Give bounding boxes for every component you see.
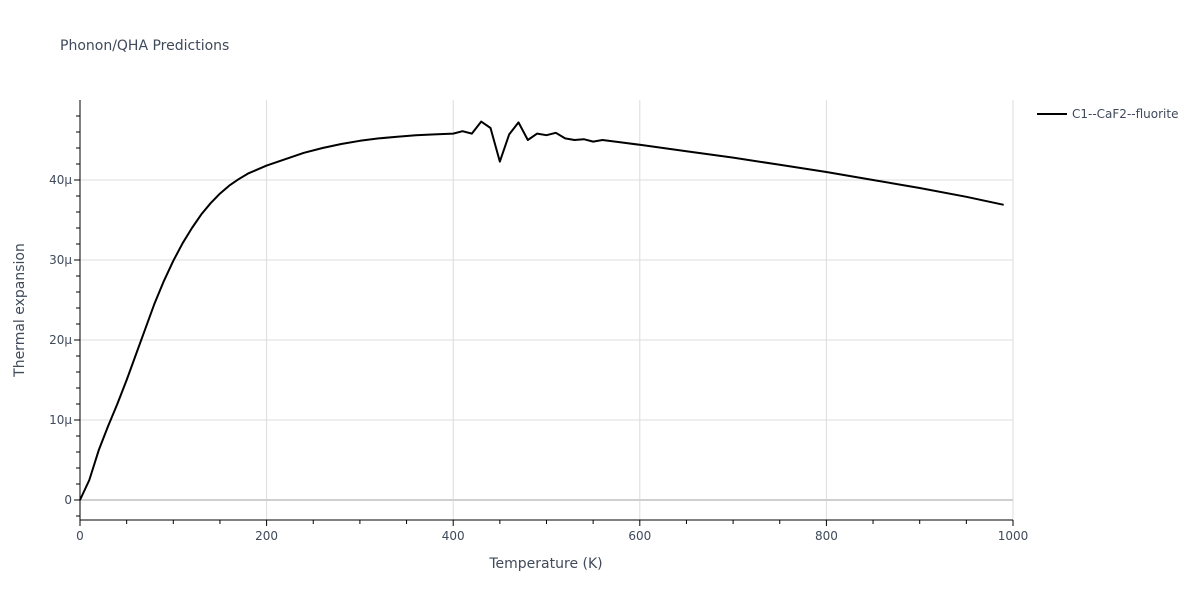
x-tick-label: 0 — [76, 529, 84, 543]
y-axis-title: Thermal expansion — [12, 243, 28, 378]
x-tick-label: 200 — [255, 529, 278, 543]
x-tick-label: 600 — [628, 529, 651, 543]
legend[interactable]: C1--CaF2--fluorite — [1037, 107, 1178, 121]
y-tick-label: 30µ — [49, 253, 72, 267]
axes: 0 200 400 600 800 1000 0 10µ 20µ 30µ 40µ — [49, 100, 1028, 543]
plot-area — [79, 120, 1004, 501]
x-tick-label: 400 — [442, 529, 465, 543]
y-tick-label: 20µ — [49, 333, 72, 347]
series-line[interactable] — [79, 120, 1004, 501]
x-axis-title: Temperature (K) — [488, 556, 602, 572]
grid — [80, 100, 1014, 520]
legend-label: C1--CaF2--fluorite — [1072, 107, 1178, 121]
chart-title: Phonon/QHA Predictions — [60, 38, 229, 54]
y-tick-label: 10µ — [49, 413, 72, 427]
x-tick-label: 1000 — [998, 529, 1029, 543]
x-tick-label: 800 — [815, 529, 838, 543]
y-tick-label: 40µ — [49, 173, 72, 187]
y-tick-label: 0 — [64, 493, 72, 507]
